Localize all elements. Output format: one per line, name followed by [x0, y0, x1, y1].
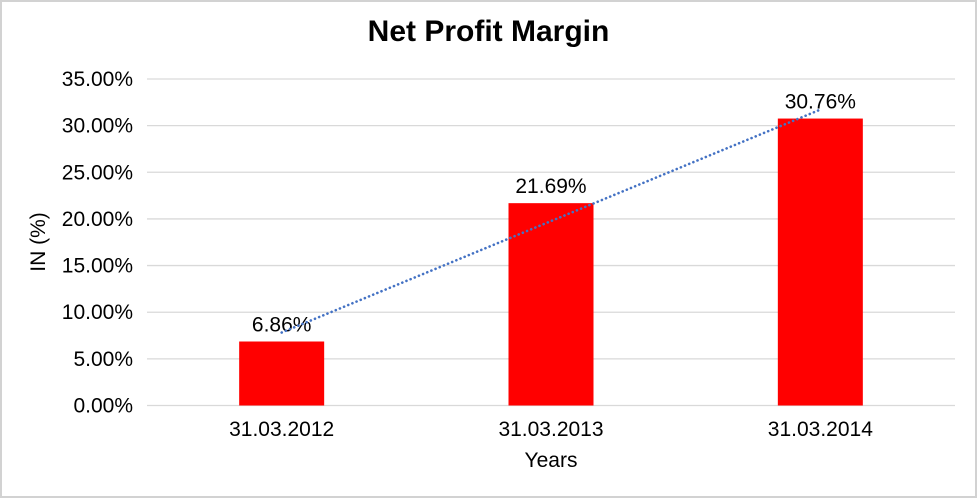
- data-label: 30.76%: [785, 91, 856, 114]
- x-tick-label: 31.03.2014: [768, 418, 873, 441]
- y-tick-label: 20.00%: [62, 208, 133, 231]
- y-tick-label: 0.00%: [73, 395, 133, 418]
- chart-title: Net Profit Margin: [367, 15, 610, 48]
- x-axis-title: Years: [525, 449, 578, 472]
- y-tick-label: 30.00%: [62, 115, 133, 138]
- y-tick-label: 35.00%: [62, 68, 133, 91]
- y-tick-label: 25.00%: [62, 161, 133, 184]
- trendline: [280, 108, 822, 334]
- x-tick-label: 31.03.2013: [498, 418, 603, 441]
- x-tick-label: 31.03.2012: [229, 418, 334, 441]
- y-tick-label: 10.00%: [62, 301, 133, 324]
- bar: [239, 341, 325, 406]
- y-axis-title: IN (%): [27, 212, 50, 272]
- bar: [777, 118, 863, 406]
- data-label: 6.86%: [252, 314, 312, 337]
- data-label: 21.69%: [515, 175, 586, 198]
- y-tick-label: 5.00%: [73, 348, 133, 371]
- y-tick-label: 15.00%: [62, 255, 133, 278]
- bar: [508, 203, 594, 406]
